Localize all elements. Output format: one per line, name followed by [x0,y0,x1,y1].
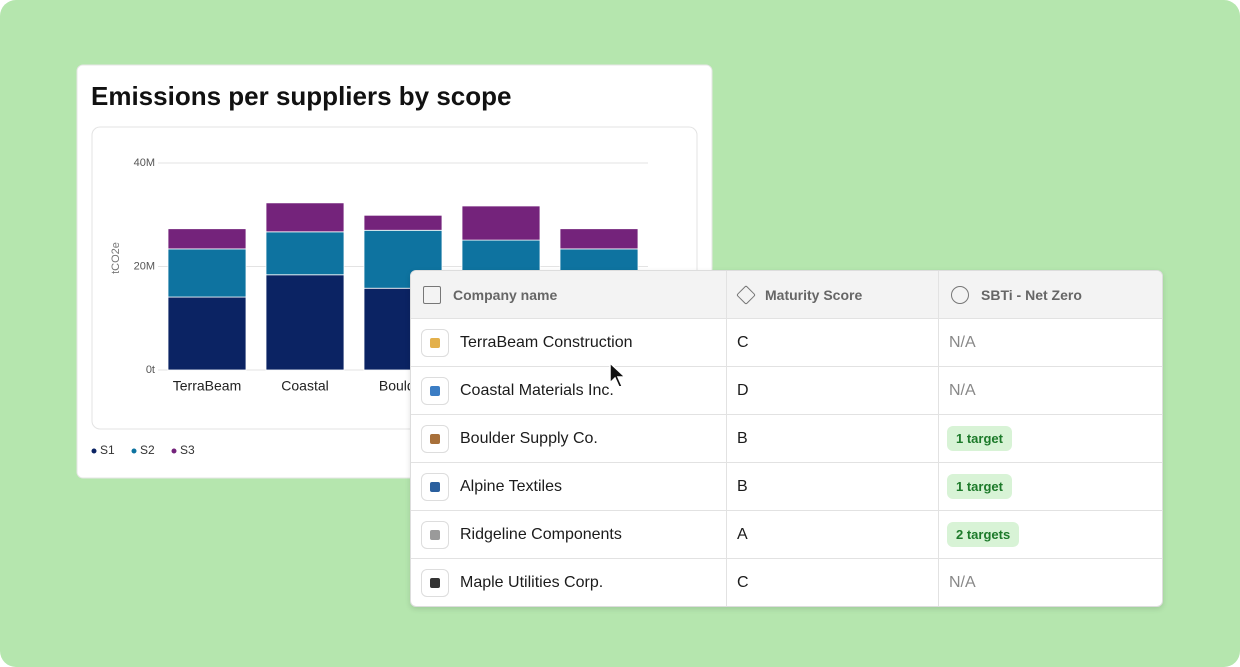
table-cell: C [726,559,938,606]
icon-glyph [430,433,440,444]
table-row: Maple Utilities Corp. C N/A [411,558,1162,606]
company-name: Alpine Textiles [460,477,562,495]
bar-segment [265,274,345,371]
maturity-score: D [737,381,749,399]
table-cell: TerraBeam Construction [411,319,726,366]
table-cell: A [726,511,938,558]
bar-segment [167,228,247,250]
bar-segment [265,231,345,276]
bar-segment [559,228,639,250]
sbti-status: N/A [949,333,976,351]
x-tick-label: TerraBeam [173,378,241,394]
maturity-score: B [737,477,748,495]
y-tick-label: 20M [134,260,155,272]
header-cell: SBTi - Net Zero [938,271,1162,318]
mouse-cursor [609,362,627,388]
header-row: Company name Maturity Score SBTi - Net Zer… [411,271,1162,318]
company-icon [421,328,449,357]
bar-segment [167,296,247,371]
legend-label: S3 [180,443,195,457]
legend-label: S1 [100,443,115,457]
header-icon [951,285,969,304]
y-axis-label: tCO2e [110,242,122,274]
bar-segment [461,205,541,241]
table-cell: N/A [938,559,1162,606]
icon-glyph [430,481,440,492]
maturity-score: C [737,333,749,351]
y-tick-label: 0t [146,364,155,376]
maturity-score: A [737,525,748,543]
header-icon [736,284,756,305]
company-icon [421,472,449,501]
table-cell: 2 targets [938,511,1162,558]
column-title: Maturity Score [765,286,863,303]
table-row: TerraBeam Construction C N/A [411,318,1162,366]
maturity-score: B [737,429,748,447]
bar-segment [265,202,345,233]
company-icon [421,376,449,405]
table-cell: C [726,319,938,366]
legend-dot [91,448,97,454]
table-cell: Boulder Supply Co. [411,415,726,462]
column-title: SBTi - Net Zero [981,286,1082,303]
table-cell: D [726,367,938,414]
table-cell: 1 target [938,463,1162,510]
x-tick-label: Coastal [281,378,328,394]
bar-segment [167,248,247,298]
sbti-status: N/A [949,573,976,591]
table-row: Alpine Textiles B 1 target [411,462,1162,510]
y-tick-label: 40M [134,157,155,169]
icon-glyph [430,529,440,540]
column-title: Company name [453,286,558,303]
company-icon [421,520,449,549]
header-cell: Company name [411,271,726,318]
company-name: Boulder Supply Co. [460,429,598,447]
icon-glyph [430,385,440,396]
table-cell: Coastal Materials Inc. [411,367,726,414]
table-cell: Maple Utilities Corp. [411,559,726,606]
header-cell: Maturity Score [726,271,938,318]
company-name: TerraBeam Construction [460,333,633,351]
table-cell: B [726,415,938,462]
company-icon [421,568,449,597]
bar-segment [363,214,443,231]
table-cell: N/A [938,319,1162,366]
table-row: Boulder Supply Co. B 1 target [411,414,1162,462]
table-cell: Alpine Textiles [411,463,726,510]
icon-glyph [430,337,440,348]
table-row: Ridgeline Components A 2 targets [411,510,1162,558]
icon-glyph [430,577,440,588]
legend-dot [131,448,137,454]
table-cell: Ridgeline Components [411,511,726,558]
table-row: Coastal Materials Inc. D N/A [411,366,1162,414]
sbti-status: 1 target [947,474,1012,499]
supplier-table: Company name Maturity Score SBTi - Net Zer… [410,270,1163,607]
header-icon [423,285,441,304]
sbti-status: 2 targets [947,522,1020,547]
company-name: Ridgeline Components [460,525,622,543]
legend-dot [171,448,177,454]
company-icon [421,424,449,453]
table-cell: N/A [938,367,1162,414]
table-cell: B [726,463,938,510]
table-cell: 1 target [938,415,1162,462]
chart-title: Emissions per suppliers by scope [91,81,511,111]
sbti-status: N/A [949,381,976,399]
company-name: Maple Utilities Corp. [460,573,604,591]
maturity-score: C [737,573,749,591]
legend-label: S2 [140,443,155,457]
company-name: Coastal Materials Inc. [460,381,614,399]
sbti-status: 1 target [947,426,1012,451]
